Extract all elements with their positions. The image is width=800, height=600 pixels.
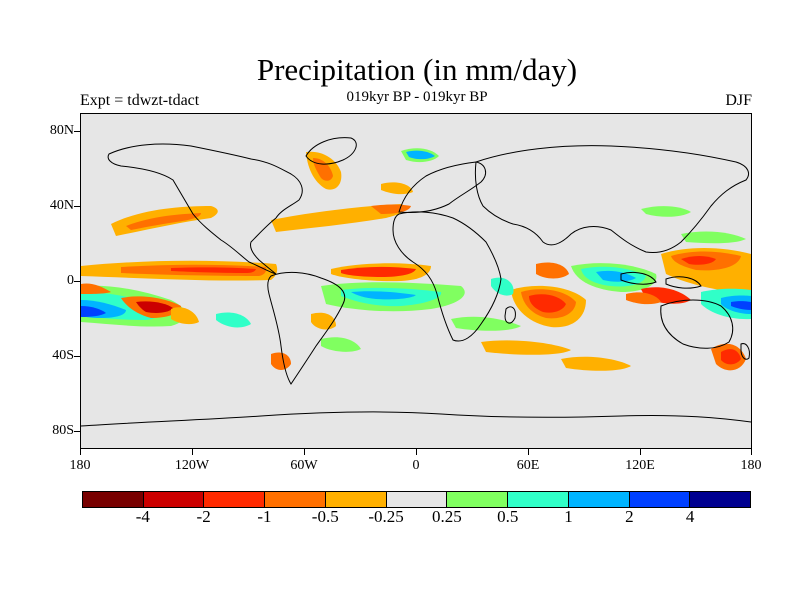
colorbar-label: -2 bbox=[196, 507, 211, 526]
plot-title: Precipitation (in mm/day) bbox=[256, 52, 578, 87]
precipitation-patches bbox=[81, 148, 751, 371]
lat-tick bbox=[74, 431, 80, 432]
lon-tick bbox=[416, 449, 417, 455]
colorbar-label: -4 bbox=[135, 507, 150, 526]
colorbar-box bbox=[143, 492, 205, 507]
season-label: DJF bbox=[725, 92, 752, 109]
colorbar-box bbox=[508, 492, 569, 507]
lat-tick bbox=[74, 131, 80, 132]
lon-tick bbox=[751, 449, 752, 455]
lat-label-80s: 80S bbox=[52, 423, 74, 438]
colorbar bbox=[82, 491, 751, 508]
colorbar-box bbox=[447, 492, 509, 507]
colorbar-label: 4 bbox=[685, 507, 695, 526]
colorbar-box bbox=[690, 492, 751, 507]
lon-tick bbox=[304, 449, 305, 455]
coastline-australia bbox=[660, 299, 734, 349]
lon-label-180w: 180 bbox=[69, 458, 91, 473]
coastline-north-america bbox=[107, 143, 303, 275]
coastline-antarctica bbox=[81, 411, 751, 427]
colorbar-box bbox=[386, 492, 448, 507]
precipitation-map bbox=[81, 137, 751, 427]
colorbar-label: 2 bbox=[625, 507, 634, 526]
colorbar-label: -1 bbox=[257, 507, 272, 526]
lon-label-120w: 120W bbox=[174, 458, 210, 473]
lon-label-60e: 60E bbox=[516, 458, 540, 473]
colorbar-box bbox=[629, 492, 691, 507]
coastlines bbox=[81, 137, 751, 427]
coastline-asia bbox=[474, 145, 749, 253]
colorbar-box bbox=[265, 492, 326, 507]
lat-label-40n: 40N bbox=[49, 198, 74, 213]
colorbar-label: 1 bbox=[564, 507, 573, 526]
lat-label-80n: 80N bbox=[49, 123, 74, 138]
coastline-europe bbox=[398, 161, 487, 213]
lon-tick bbox=[80, 449, 81, 455]
colorbar-box bbox=[325, 492, 387, 507]
colorbar-box bbox=[83, 492, 144, 507]
lat-label-40s: 40S bbox=[52, 348, 74, 363]
coastline-south-america bbox=[267, 271, 346, 385]
colorbar-label: 0.25 bbox=[432, 507, 462, 526]
lon-tick bbox=[528, 449, 529, 455]
experiment-label: Expt = tdwzt-tdact bbox=[80, 92, 200, 109]
lon-tick bbox=[192, 449, 193, 455]
lat-tick bbox=[74, 206, 80, 207]
colorbar-box bbox=[204, 492, 266, 507]
map-frame bbox=[80, 113, 752, 449]
colorbar-label: -0.25 bbox=[368, 507, 404, 526]
lat-label-equator: 0 bbox=[67, 273, 74, 288]
colorbar-label: 0.5 bbox=[497, 507, 519, 526]
lon-label-0: 0 bbox=[412, 458, 420, 473]
lon-label-180e: 180 bbox=[740, 458, 762, 473]
plot-subtitle: 019kyr BP - 019kyr BP bbox=[346, 89, 488, 105]
lat-tick bbox=[74, 281, 80, 282]
colorbar-box bbox=[568, 492, 630, 507]
lon-label-120e: 120E bbox=[625, 458, 655, 473]
colorbar-label: -0.5 bbox=[311, 507, 339, 526]
lon-label-60w: 60W bbox=[290, 458, 318, 473]
lat-tick bbox=[74, 356, 80, 357]
coastline-africa bbox=[392, 211, 502, 342]
lon-tick bbox=[640, 449, 641, 455]
